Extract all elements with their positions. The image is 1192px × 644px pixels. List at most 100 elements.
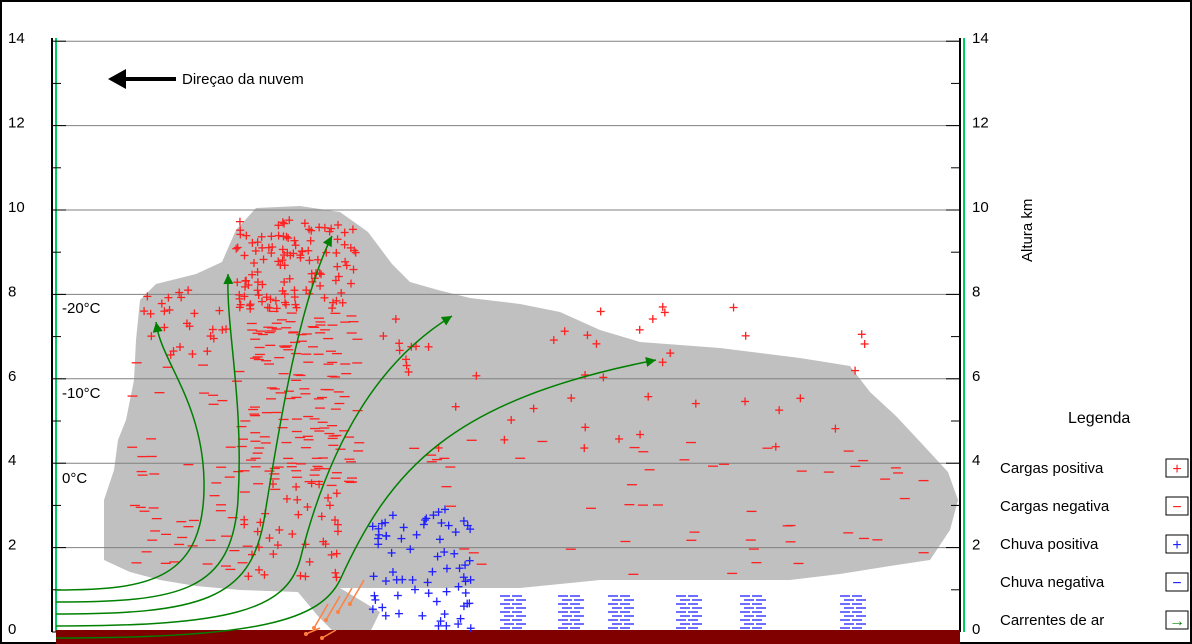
positive-charge	[280, 290, 289, 299]
positive-rain-drop	[461, 577, 470, 586]
positive-charge	[280, 277, 289, 286]
positive-charge	[451, 402, 460, 411]
positive-charge	[190, 309, 199, 318]
positive-charge	[581, 370, 590, 379]
right-tick-label: 10	[972, 199, 989, 216]
downdraft-arrowhead	[324, 618, 328, 622]
positive-charge	[658, 302, 667, 311]
positive-charge	[395, 339, 404, 348]
positive-charge	[379, 332, 388, 341]
positive-charge	[301, 572, 310, 581]
positive-charge	[255, 565, 264, 574]
downdraft-arrowhead	[304, 632, 308, 636]
positive-rain-drop	[440, 505, 449, 514]
positive-charge	[236, 230, 245, 239]
positive-charge	[332, 489, 341, 498]
air-current-path	[55, 321, 205, 591]
positive-charge	[274, 257, 283, 266]
positive-charge	[245, 301, 254, 310]
positive-charge	[331, 568, 340, 577]
positive-charge	[248, 238, 257, 247]
positive-charge	[290, 236, 299, 245]
right-tick-label: 14	[972, 30, 989, 47]
positive-charge	[831, 424, 840, 433]
positive-charge	[278, 218, 287, 227]
positive-charge	[254, 291, 263, 300]
right-tick-label: 8	[972, 283, 980, 300]
positive-charge	[248, 270, 257, 279]
positive-charge	[300, 219, 309, 228]
positive-rain-drop	[454, 582, 463, 591]
positive-charge	[268, 243, 277, 252]
positive-rain-drop	[397, 534, 406, 543]
positive-charge	[857, 330, 866, 339]
positive-rain-drop	[408, 575, 417, 584]
legend-swatch-symbol: −	[1172, 575, 1181, 592]
positive-rain-drop	[382, 531, 391, 540]
positive-rain-drop	[410, 585, 419, 594]
positive-charge	[292, 482, 301, 491]
positive-rain-drop	[424, 589, 433, 598]
positive-charge	[250, 258, 259, 267]
positive-rain-drop	[465, 556, 474, 565]
positive-charge	[729, 303, 738, 312]
positive-rain-drop	[368, 605, 377, 614]
positive-charge	[166, 350, 175, 359]
positive-charge	[280, 219, 289, 228]
cloud-direction-label: Direçao da nuvem	[182, 71, 304, 88]
positive-rain-drop	[459, 573, 468, 582]
left-axis-ticks: 14 12 10 8 6 4 2 0	[8, 30, 66, 638]
storm-cloud	[104, 206, 958, 640]
positive-charges	[140, 216, 869, 582]
positive-rain-drop	[374, 530, 383, 539]
positive-charge	[260, 570, 269, 579]
positive-charge	[320, 293, 329, 302]
rain-gap	[340, 588, 960, 622]
positive-charge	[500, 435, 509, 444]
left-tick-label: 12	[8, 115, 25, 132]
positive-charge	[507, 416, 516, 425]
positive-charge	[691, 399, 700, 408]
positive-charge	[274, 221, 283, 230]
positive-charge	[529, 404, 538, 413]
positive-charge	[340, 228, 349, 237]
right-tick-label: 4	[972, 452, 980, 469]
positive-charge	[775, 406, 784, 415]
positive-charge	[313, 255, 322, 264]
positive-charge	[317, 512, 326, 521]
positive-rain-drop	[459, 516, 468, 525]
positive-charge	[233, 278, 242, 287]
positive-rain-drop	[444, 521, 453, 530]
positive-charge	[341, 257, 350, 266]
positive-rain-drop	[369, 572, 378, 581]
positive-charge	[349, 265, 358, 274]
positive-charge	[267, 232, 276, 241]
positive-charge	[424, 342, 433, 351]
downdraft-arrow	[337, 587, 353, 613]
positive-charge	[264, 243, 273, 252]
positive-charge	[404, 367, 413, 376]
positive-rain-drop	[442, 587, 451, 596]
left-tick-label: 2	[8, 537, 16, 554]
positive-charge	[347, 279, 356, 288]
positive-charge	[253, 286, 262, 295]
positive-charge	[147, 332, 156, 341]
positive-rain-drop	[370, 591, 379, 600]
temperature-zero: 0°C	[62, 470, 87, 487]
ground	[56, 630, 960, 644]
right-tick-label: 0	[972, 621, 980, 638]
positive-rain-drop	[451, 528, 460, 537]
positive-charge	[293, 495, 302, 504]
positive-charge	[208, 325, 217, 334]
positive-rain-drop	[374, 540, 383, 549]
air-current-arrowhead	[223, 274, 234, 285]
positive-charge	[332, 549, 341, 558]
left-tick-label: 6	[8, 368, 16, 385]
temperature-minus20: -20°C	[62, 300, 101, 317]
legend-item-label: Cargas negativa	[1000, 498, 1110, 515]
positive-charge	[288, 530, 297, 539]
positive-rain-drop	[435, 535, 444, 544]
positive-rain-drop	[423, 578, 432, 587]
positive-charge	[273, 541, 282, 550]
positive-charge	[583, 331, 592, 340]
